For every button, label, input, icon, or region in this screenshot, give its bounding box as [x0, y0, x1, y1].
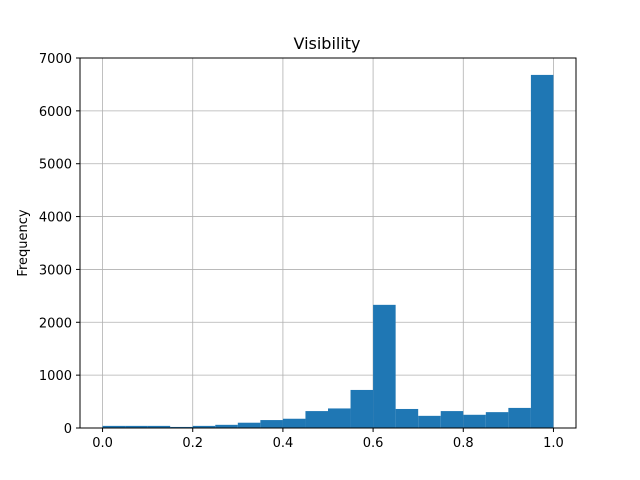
histogram-bar [147, 425, 171, 428]
histogram-bar [350, 389, 374, 428]
histogram-bar [102, 425, 126, 428]
y-tick-label: 3000 [39, 263, 72, 278]
histogram-bar [418, 415, 441, 428]
y-tick-label: 6000 [39, 105, 72, 120]
histogram-bar [215, 424, 238, 428]
y-axis-label: Frequency [16, 209, 31, 276]
histogram-bar [125, 425, 148, 428]
histogram-bar [395, 408, 419, 428]
y-axis-ticks: 0 1000 2000 3000 4000 5000 6000 7000 [39, 52, 80, 437]
histogram-bar [237, 422, 261, 428]
x-tick-label: 0.8 [453, 436, 474, 451]
x-tick-label: 0.4 [273, 436, 294, 451]
histogram-bar [530, 74, 554, 429]
x-tick-label: 0.0 [92, 436, 113, 451]
histogram-bar [192, 425, 216, 428]
histogram-bar [463, 414, 486, 428]
y-tick-label: 1000 [39, 369, 72, 384]
plot-frame [79, 57, 577, 429]
y-tick-label: 0 [64, 422, 72, 437]
histogram-bar [305, 411, 328, 428]
x-tick-label: 0.2 [182, 436, 203, 451]
histogram-bar [440, 411, 464, 428]
histogram-bar [170, 426, 193, 428]
x-axis-ticks: 0.0 0.2 0.4 0.6 0.8 1.0 [92, 428, 564, 451]
x-tick-label: 0.6 [363, 436, 384, 451]
y-tick-label: 7000 [39, 52, 72, 67]
x-tick-label: 1.0 [543, 436, 564, 451]
y-tick-label: 5000 [39, 158, 72, 173]
histogram-bar [508, 407, 531, 428]
histogram-bar [485, 412, 509, 428]
histogram-bar [282, 418, 306, 428]
y-tick-label: 2000 [39, 316, 72, 331]
histogram-bar [260, 420, 283, 428]
chart-title: Visibility [293, 34, 360, 53]
histogram-bars [102, 74, 554, 429]
histogram-bar [373, 304, 396, 428]
histogram-bar [328, 408, 351, 428]
y-tick-label: 4000 [39, 211, 72, 226]
